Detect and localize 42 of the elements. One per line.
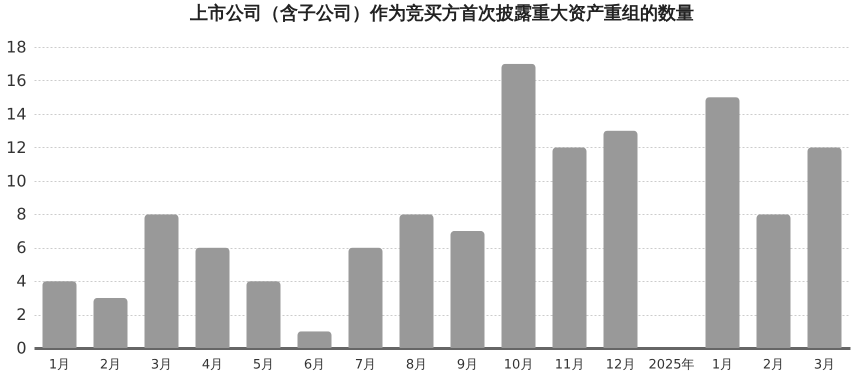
bar [196, 248, 230, 348]
bar [400, 214, 434, 348]
x-tick-label: 10月 [504, 358, 534, 372]
x-tick-label: 3月 [814, 358, 836, 372]
chart-title: 上市公司（含子公司）作为竞买方首次披露重大资产重组的数量 [189, 3, 694, 24]
y-tick-label: 0 [16, 338, 26, 358]
bar [552, 147, 586, 348]
x-tick-label: 6月 [304, 358, 326, 372]
x-tick-label: 5月 [252, 358, 274, 372]
bar [706, 97, 740, 348]
y-tick-label: 6 [16, 238, 26, 258]
y-tick-label: 18 [6, 38, 26, 56]
x-tick-label: 12月 [606, 358, 636, 372]
x-tick-label: 2月 [100, 358, 122, 372]
bar [298, 331, 332, 348]
x-tick-label: 11月 [554, 358, 584, 372]
bar [450, 230, 484, 348]
y-tick-label: 8 [16, 204, 26, 224]
bar [756, 214, 790, 348]
bar [94, 298, 128, 348]
y-tick-label: 10 [6, 171, 26, 190]
y-tick-label: 14 [6, 104, 26, 124]
x-tick-label: 4月 [202, 358, 224, 372]
bar [348, 248, 382, 348]
bar [808, 147, 842, 348]
bar [502, 64, 536, 348]
y-tick-label: 16 [6, 70, 26, 90]
x-tick-label: 8月 [406, 358, 428, 372]
bar [144, 214, 178, 348]
y-tick-label: 4 [16, 272, 26, 291]
x-tick-label: 3月 [150, 358, 172, 372]
bar [42, 281, 76, 348]
y-tick-label: 2 [16, 305, 26, 324]
x-tick-label: 2月 [762, 358, 784, 372]
y-tick-label: 12 [6, 138, 26, 157]
x-tick-label: 1月 [712, 358, 734, 372]
bar [604, 130, 638, 348]
x-tick-label: 1月 [48, 358, 70, 372]
x-tick-label: 9月 [456, 358, 478, 372]
x-tick-label: 2025年 [648, 358, 695, 372]
bar [246, 281, 280, 348]
x-tick-label: 7月 [354, 358, 376, 372]
